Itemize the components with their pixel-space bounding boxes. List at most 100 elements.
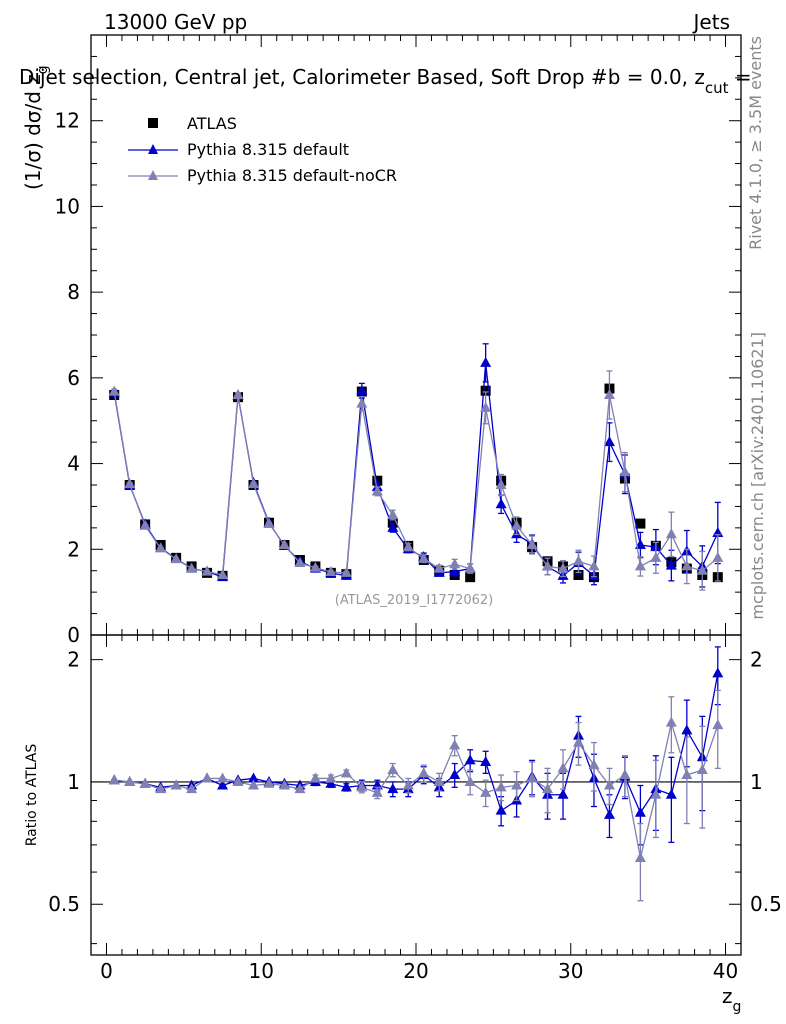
ratio-y-tick-label-right: 2 <box>750 648 763 672</box>
pythia-8-315-default-nocr-ratio-point <box>371 786 383 797</box>
legend-default-label: Pythia 8.315 default <box>187 140 349 159</box>
legend-atlas-label: ATLAS <box>187 114 237 133</box>
x-tick-label: 0 <box>100 959 113 983</box>
pythia-8-315-default-nocr-point <box>201 565 213 576</box>
pythia-8-315-default-nocr-point <box>108 385 120 396</box>
pythia-8-315-default-ratio-point <box>340 781 352 792</box>
pythia-8-315-default-nocr-ratio-point <box>634 851 646 862</box>
pythia-8-315-default-nocr-point <box>263 517 275 528</box>
pythia-8-315-default-nocr-ratio-point <box>542 783 554 794</box>
pythia-8-315-default-ratio-point <box>325 777 337 788</box>
ratio-y-tick-label: 0.5 <box>48 892 80 916</box>
pythia-8-315-default-nocr-point <box>665 528 677 539</box>
pythia-8-315-default-nocr-ratio-point <box>402 779 414 790</box>
pythia-8-315-default-nocr-point <box>495 479 507 489</box>
pythia-8-315-default-nocr-ratio-point <box>325 772 337 783</box>
ratio-y-tick-label: 2 <box>67 648 80 672</box>
legend-atlas-marker <box>148 118 158 128</box>
main-axes: 0 2 4 6 8 10 12 <box>55 34 741 647</box>
pythia-8-315-default-ratio-point <box>217 779 229 790</box>
pythia-8-315-default-nocr-point <box>387 509 399 519</box>
pythia-8-315-default-nocr-line <box>113 391 719 576</box>
pythia-8-315-default-nocr-point <box>464 562 476 573</box>
pythia-8-315-default-nocr-point <box>696 564 708 575</box>
pythia-8-315-default-nocr-point <box>603 389 615 399</box>
pythia-8-315-default-nocr-ratio-point <box>340 767 352 778</box>
atlas-data-point <box>465 572 476 583</box>
pythia-8-315-default-nocr-point <box>449 558 461 569</box>
pythia-8-315-default-ratio-point <box>634 806 646 817</box>
pythia-8-315-default-nocr-ratio-point <box>495 781 507 792</box>
x-axis-label-sub: g <box>733 999 742 1015</box>
pythia-8-315-default-nocr-ratio-point <box>387 764 399 775</box>
pythia-8-315-default-nocr-point <box>526 539 538 549</box>
pythia-8-315-default-nocr-point <box>588 560 600 571</box>
pythia-8-315-default-nocr-ratio-point <box>603 779 615 790</box>
ratio-y-tick-label-right: 0.5 <box>750 892 782 916</box>
pythia-8-315-default-point <box>356 384 368 395</box>
pythia-8-315-default-point <box>603 436 615 447</box>
atlas-data-point <box>372 475 383 486</box>
main-y-label-text: (1/σ) dσ/d z <box>21 74 45 190</box>
legend-nocr-marker <box>148 170 158 180</box>
pythia-8-315-default-nocr-point <box>278 539 290 549</box>
chart-title-sub: cut <box>705 79 729 97</box>
pythia-8-315-default-point <box>665 559 677 570</box>
pythia-8-315-default-nocr-point <box>155 542 167 553</box>
pythia-8-315-default-nocr-ratio-point <box>573 736 584 747</box>
main-y-tick-label: 4 <box>67 452 80 476</box>
pythia-8-315-default-nocr-ratio-point <box>217 772 229 783</box>
pythia-8-315-default-ratio-line <box>114 673 719 817</box>
pythia-8-315-default-nocr-ratio-point <box>356 781 368 792</box>
pythia-8-315-default-nocr-ratio-point <box>248 779 259 790</box>
pythia-8-315-default-nocr-point <box>619 466 631 477</box>
pythia-8-315-default-nocr-ratio-point <box>650 788 662 799</box>
main-y-label-sub: g <box>35 65 51 74</box>
pythia-8-315-default-nocr-ratio-point <box>139 777 151 788</box>
pythia-8-315-default-ratio-point <box>712 667 724 678</box>
atlas-data-point <box>573 570 584 580</box>
pythia-8-315-default-nocr-point <box>542 560 554 571</box>
chart-title: Dijet selection, Central jet, Calorimete… <box>19 65 752 97</box>
main-data-marks <box>108 343 724 591</box>
pythia-8-315-default-nocr-ratio-point <box>464 775 476 786</box>
pythia-8-315-default-nocr-ratio-point <box>309 772 321 783</box>
pythia-8-315-default-nocr-ratio-point <box>278 779 290 790</box>
pythia-8-315-default-nocr-ratio-point <box>108 774 120 785</box>
pythia-8-315-default-nocr-ratio-point <box>712 719 724 730</box>
pythia-8-315-default-ratio-point <box>665 788 677 799</box>
pythia-8-315-default-nocr-ratio-point <box>170 779 182 790</box>
pythia-8-315-default-nocr-ratio-point <box>449 739 461 750</box>
pythia-8-315-default-nocr-ratio-point <box>263 777 275 788</box>
pythia-8-315-default-nocr-point <box>124 478 136 489</box>
analysis-id-label: (ATLAS_2019_I1772062) <box>335 593 493 608</box>
ratio-y-tick-label-right: 1 <box>750 770 763 794</box>
pythia-8-315-default-nocr-ratio-point <box>294 783 306 794</box>
pythia-8-315-default-nocr-point <box>712 551 724 562</box>
pythia-8-315-default-line <box>113 362 719 579</box>
main-y-tick-label: 6 <box>67 366 80 390</box>
pythia-8-315-default-ratio-point <box>495 804 507 815</box>
process-label: Jets <box>692 10 730 34</box>
pythia-8-315-default-nocr-point <box>356 397 368 408</box>
pythia-8-315-default-nocr-point <box>232 389 244 399</box>
pythia-8-315-default-nocr-ratio-line <box>114 722 719 859</box>
pythia-8-315-default-nocr-ratio-point <box>526 772 538 783</box>
pythia-8-315-default-ratio-point <box>557 788 569 799</box>
chart-title-tail: = <box>729 65 752 89</box>
pythia-8-315-default-nocr-ratio-point <box>619 769 631 780</box>
pythia-8-315-default-nocr-ratio-point <box>557 762 569 773</box>
atlas-data-point <box>635 518 646 529</box>
x-tick-label: 40 <box>713 959 738 983</box>
main-y-tick-label: 12 <box>55 109 80 133</box>
x-tick-label: 30 <box>558 959 583 983</box>
pythia-8-315-default-nocr-point <box>340 566 352 577</box>
x-tick-label: 20 <box>403 959 428 983</box>
atlas-data-point <box>480 385 491 396</box>
pythia-8-315-default-ratio-point <box>480 755 492 766</box>
pythia-8-315-default-nocr-point <box>371 485 383 496</box>
pythia-8-315-default-ratio-point <box>464 754 476 765</box>
pythia-8-315-default-nocr-ratio-point <box>696 764 708 775</box>
legend: ATLAS Pythia 8.315 default Pythia 8.315 … <box>128 114 397 185</box>
